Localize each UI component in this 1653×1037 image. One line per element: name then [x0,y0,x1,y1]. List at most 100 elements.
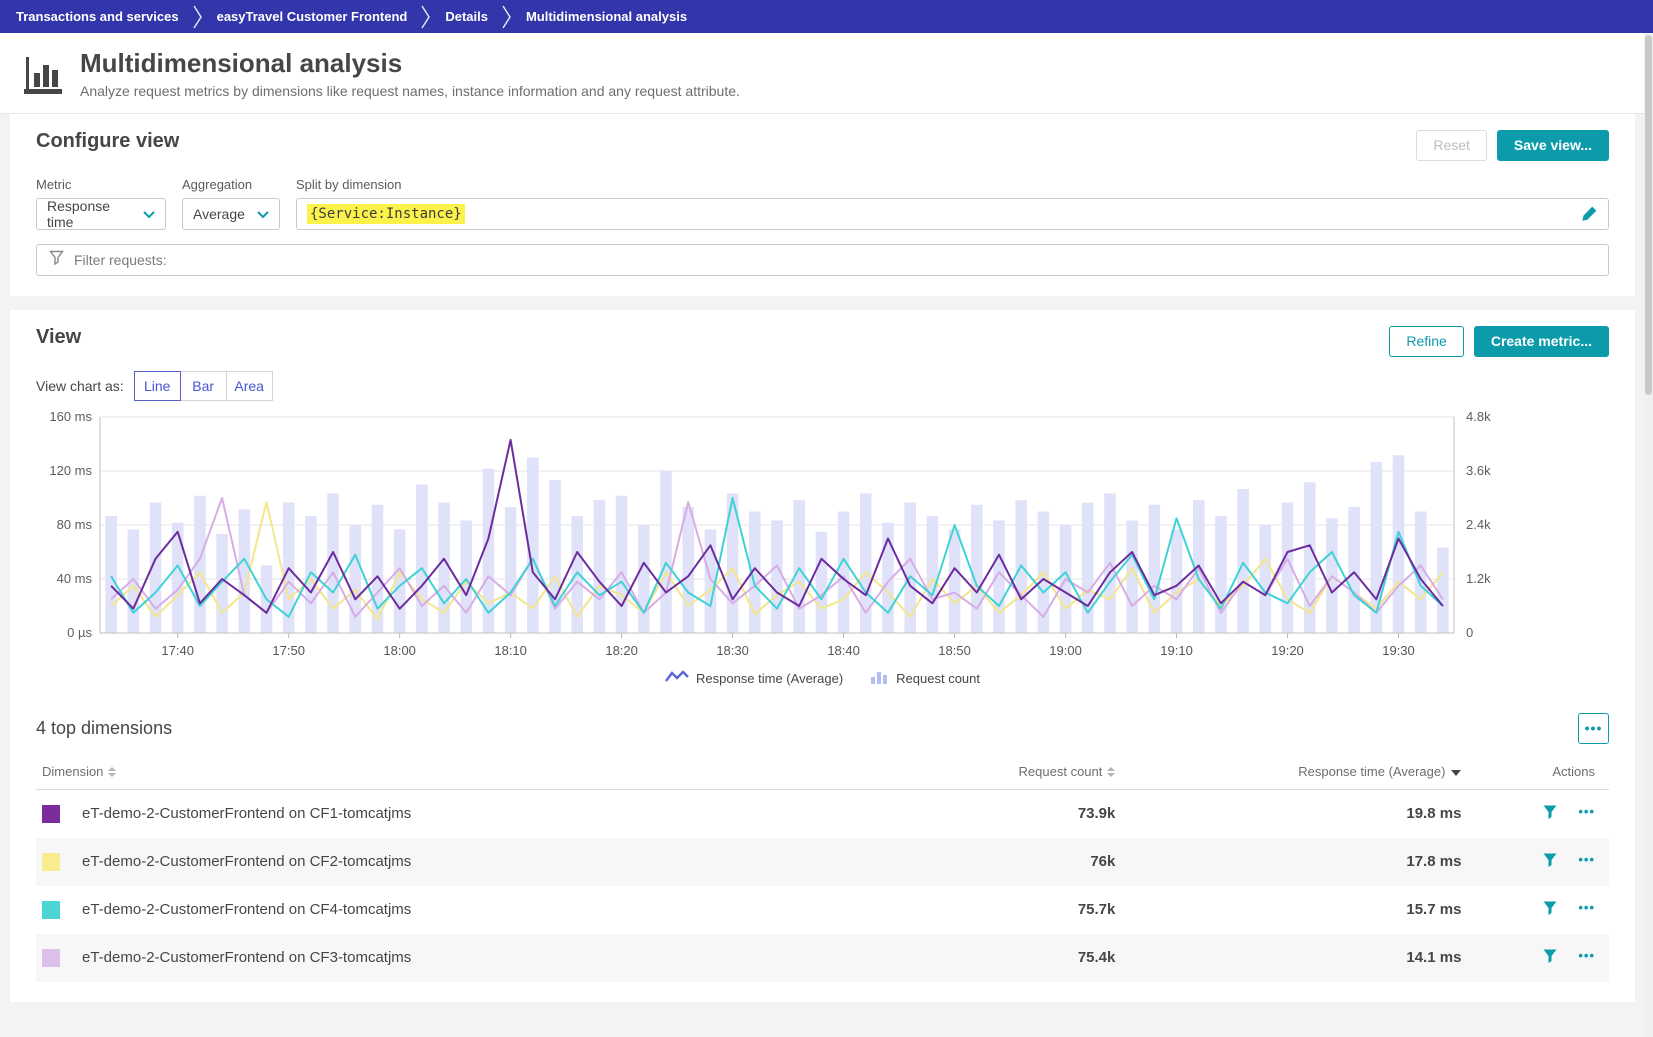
filter-row-icon[interactable] [1542,804,1558,820]
filter-row-icon[interactable] [1542,948,1558,964]
response-time-value: 15.7 ms [1406,901,1462,919]
metric-label: Metric [36,176,72,192]
chevron-down-icon [257,206,269,222]
aggregation-dropdown[interactable]: Average [182,197,280,230]
aggregation-value: Average [193,205,245,222]
svg-text:80 ms: 80 ms [57,517,93,532]
request-count-value: 73.9k [1077,805,1116,823]
filter-requests-placeholder: Filter requests: [74,251,167,268]
column-header-response-time[interactable]: Response time (Average) [1121,755,1468,790]
sort-descending-icon [1451,769,1462,776]
request-count-value: 75.7k [1077,901,1116,919]
dimension-name: eT-demo-2-CustomerFrontend on CF1-tomcat… [82,805,412,823]
table-row: eT-demo-2-CustomerFrontend on CF2-tomcat… [36,837,1609,886]
chevron-down-icon [143,206,155,222]
response-time-value: 14.1 ms [1406,949,1462,967]
filter-row-icon[interactable] [1542,900,1558,916]
bar-series-icon [869,670,889,687]
legend-request-count[interactable]: Request count [869,670,980,687]
column-header-actions: Actions [1467,755,1609,790]
svg-text:18:00: 18:00 [383,643,416,658]
column-label: Response time (Average) [1298,763,1446,779]
timeseries-chart[interactable]: 160 ms 4.8k 120 ms 3.6k 80 ms 2.4k 40 ms 1.2k 0 … [36,409,1609,668]
metric-control: Metric Response time [36,177,166,230]
scrollbar-thumb[interactable] [1645,35,1652,395]
svg-text:19:20: 19:20 [1271,643,1304,658]
chevron-right-icon [502,4,512,30]
breadcrumb-item-service[interactable]: easyTravel Customer Frontend [216,9,408,24]
create-metric-button[interactable]: Create metric... [1473,325,1609,357]
dimension-name: eT-demo-2-CustomerFrontend on CF2-tomcat… [82,853,412,871]
aggregation-label: Aggregation [182,176,253,192]
series-color-swatch [42,852,60,871]
chart-mode-toggle: Line Bar Area [133,370,273,401]
series-color-swatch [42,900,60,919]
series-color-swatch [42,804,60,823]
dimension-name: eT-demo-2-CustomerFrontend on CF4-tomcat… [82,901,412,919]
breadcrumb-item-current[interactable]: Multidimensional analysis [525,9,688,24]
page-title: Multidimensional analysis [80,48,403,78]
filter-requests-input[interactable]: Filter requests: [36,243,1609,276]
svg-text:18:20: 18:20 [605,643,638,658]
table-more-button[interactable]: ••• [1578,712,1609,744]
save-view-button[interactable]: Save view... [1496,129,1609,161]
svg-text:3.6k: 3.6k [1466,463,1491,478]
row-more-icon[interactable]: ••• [1578,900,1595,916]
edit-pencil-icon[interactable] [1581,205,1598,222]
scrollbar-track[interactable] [1644,33,1653,1037]
svg-text:18:10: 18:10 [494,643,527,658]
top-dimensions-heading: 4 top dimensions [36,717,173,738]
breadcrumb-item-details[interactable]: Details [445,9,488,24]
chart-mode-bar[interactable]: Bar [179,370,227,401]
configure-view-card: Configure view Reset Save view... Metric… [10,113,1635,296]
chart-mode-line[interactable]: Line [133,370,181,401]
response-time-value: 17.8 ms [1406,853,1462,871]
svg-text:18:30: 18:30 [716,643,749,658]
refine-button[interactable]: Refine [1389,325,1464,357]
split-dimension-control: Split by dimension {Service:Instance} [296,177,1609,230]
sort-icon [1107,767,1116,778]
page-subtitle: Analyze request metrics by dimensions li… [80,82,740,99]
svg-text:2.4k: 2.4k [1466,517,1491,532]
dimensions-table: Dimension Request count Response time (A… [36,755,1609,982]
legend-response-time[interactable]: Response time (Average) [665,670,843,687]
page-header: Multidimensional analysis Analyze reques… [0,33,1653,114]
metric-dropdown[interactable]: Response time [36,197,166,230]
row-more-icon[interactable]: ••• [1578,948,1595,964]
view-heading: View [36,325,82,348]
page-bottom-spacer [10,1001,1635,1037]
breadcrumb: Transactions and services easyTravel Cus… [0,0,1653,33]
column-label: Dimension [42,763,104,779]
column-label: Request count [1018,763,1103,779]
sort-icon [108,767,117,778]
table-row: eT-demo-2-CustomerFrontend on CF4-tomcat… [36,886,1609,934]
table-row: eT-demo-2-CustomerFrontend on CF1-tomcat… [36,789,1609,838]
request-count-value: 76k [1090,853,1116,871]
column-header-request-count[interactable]: Request count [916,755,1122,790]
breadcrumb-item-transactions[interactable]: Transactions and services [16,9,179,24]
svg-text:18:40: 18:40 [827,643,860,658]
filter-row-icon[interactable] [1542,852,1558,868]
row-more-icon[interactable]: ••• [1578,852,1595,868]
bar-chart-icon [22,49,66,97]
chevron-right-icon [421,4,431,30]
svg-text:160 ms: 160 ms [49,411,92,424]
svg-text:17:40: 17:40 [161,643,194,658]
dimension-name: eT-demo-2-CustomerFrontend on CF3-tomcat… [82,949,412,967]
row-more-icon[interactable]: ••• [1578,804,1595,820]
split-dimension-field[interactable]: {Service:Instance} [296,197,1609,230]
view-card: View Refine Create metric... View chart … [10,309,1635,1002]
chart-mode-area[interactable]: Area [225,370,273,401]
svg-text:19:00: 19:00 [1049,643,1082,658]
split-dimension-value: {Service:Instance} [307,203,465,224]
column-header-dimension[interactable]: Dimension [36,755,917,790]
svg-text:18:50: 18:50 [938,643,971,658]
svg-text:19:10: 19:10 [1160,643,1193,658]
aggregation-control: Aggregation Average [182,177,280,230]
chart-legend: Response time (Average) Request count [36,670,1609,687]
svg-text:1.2k: 1.2k [1466,571,1491,586]
chart-canvas[interactable]: 160 ms 4.8k 120 ms 3.6k 80 ms 2.4k 40 ms 1.2k 0 … [36,409,1525,663]
svg-text:0: 0 [1466,625,1473,640]
split-dimension-label: Split by dimension [296,176,402,192]
reset-button[interactable]: Reset [1416,129,1487,161]
